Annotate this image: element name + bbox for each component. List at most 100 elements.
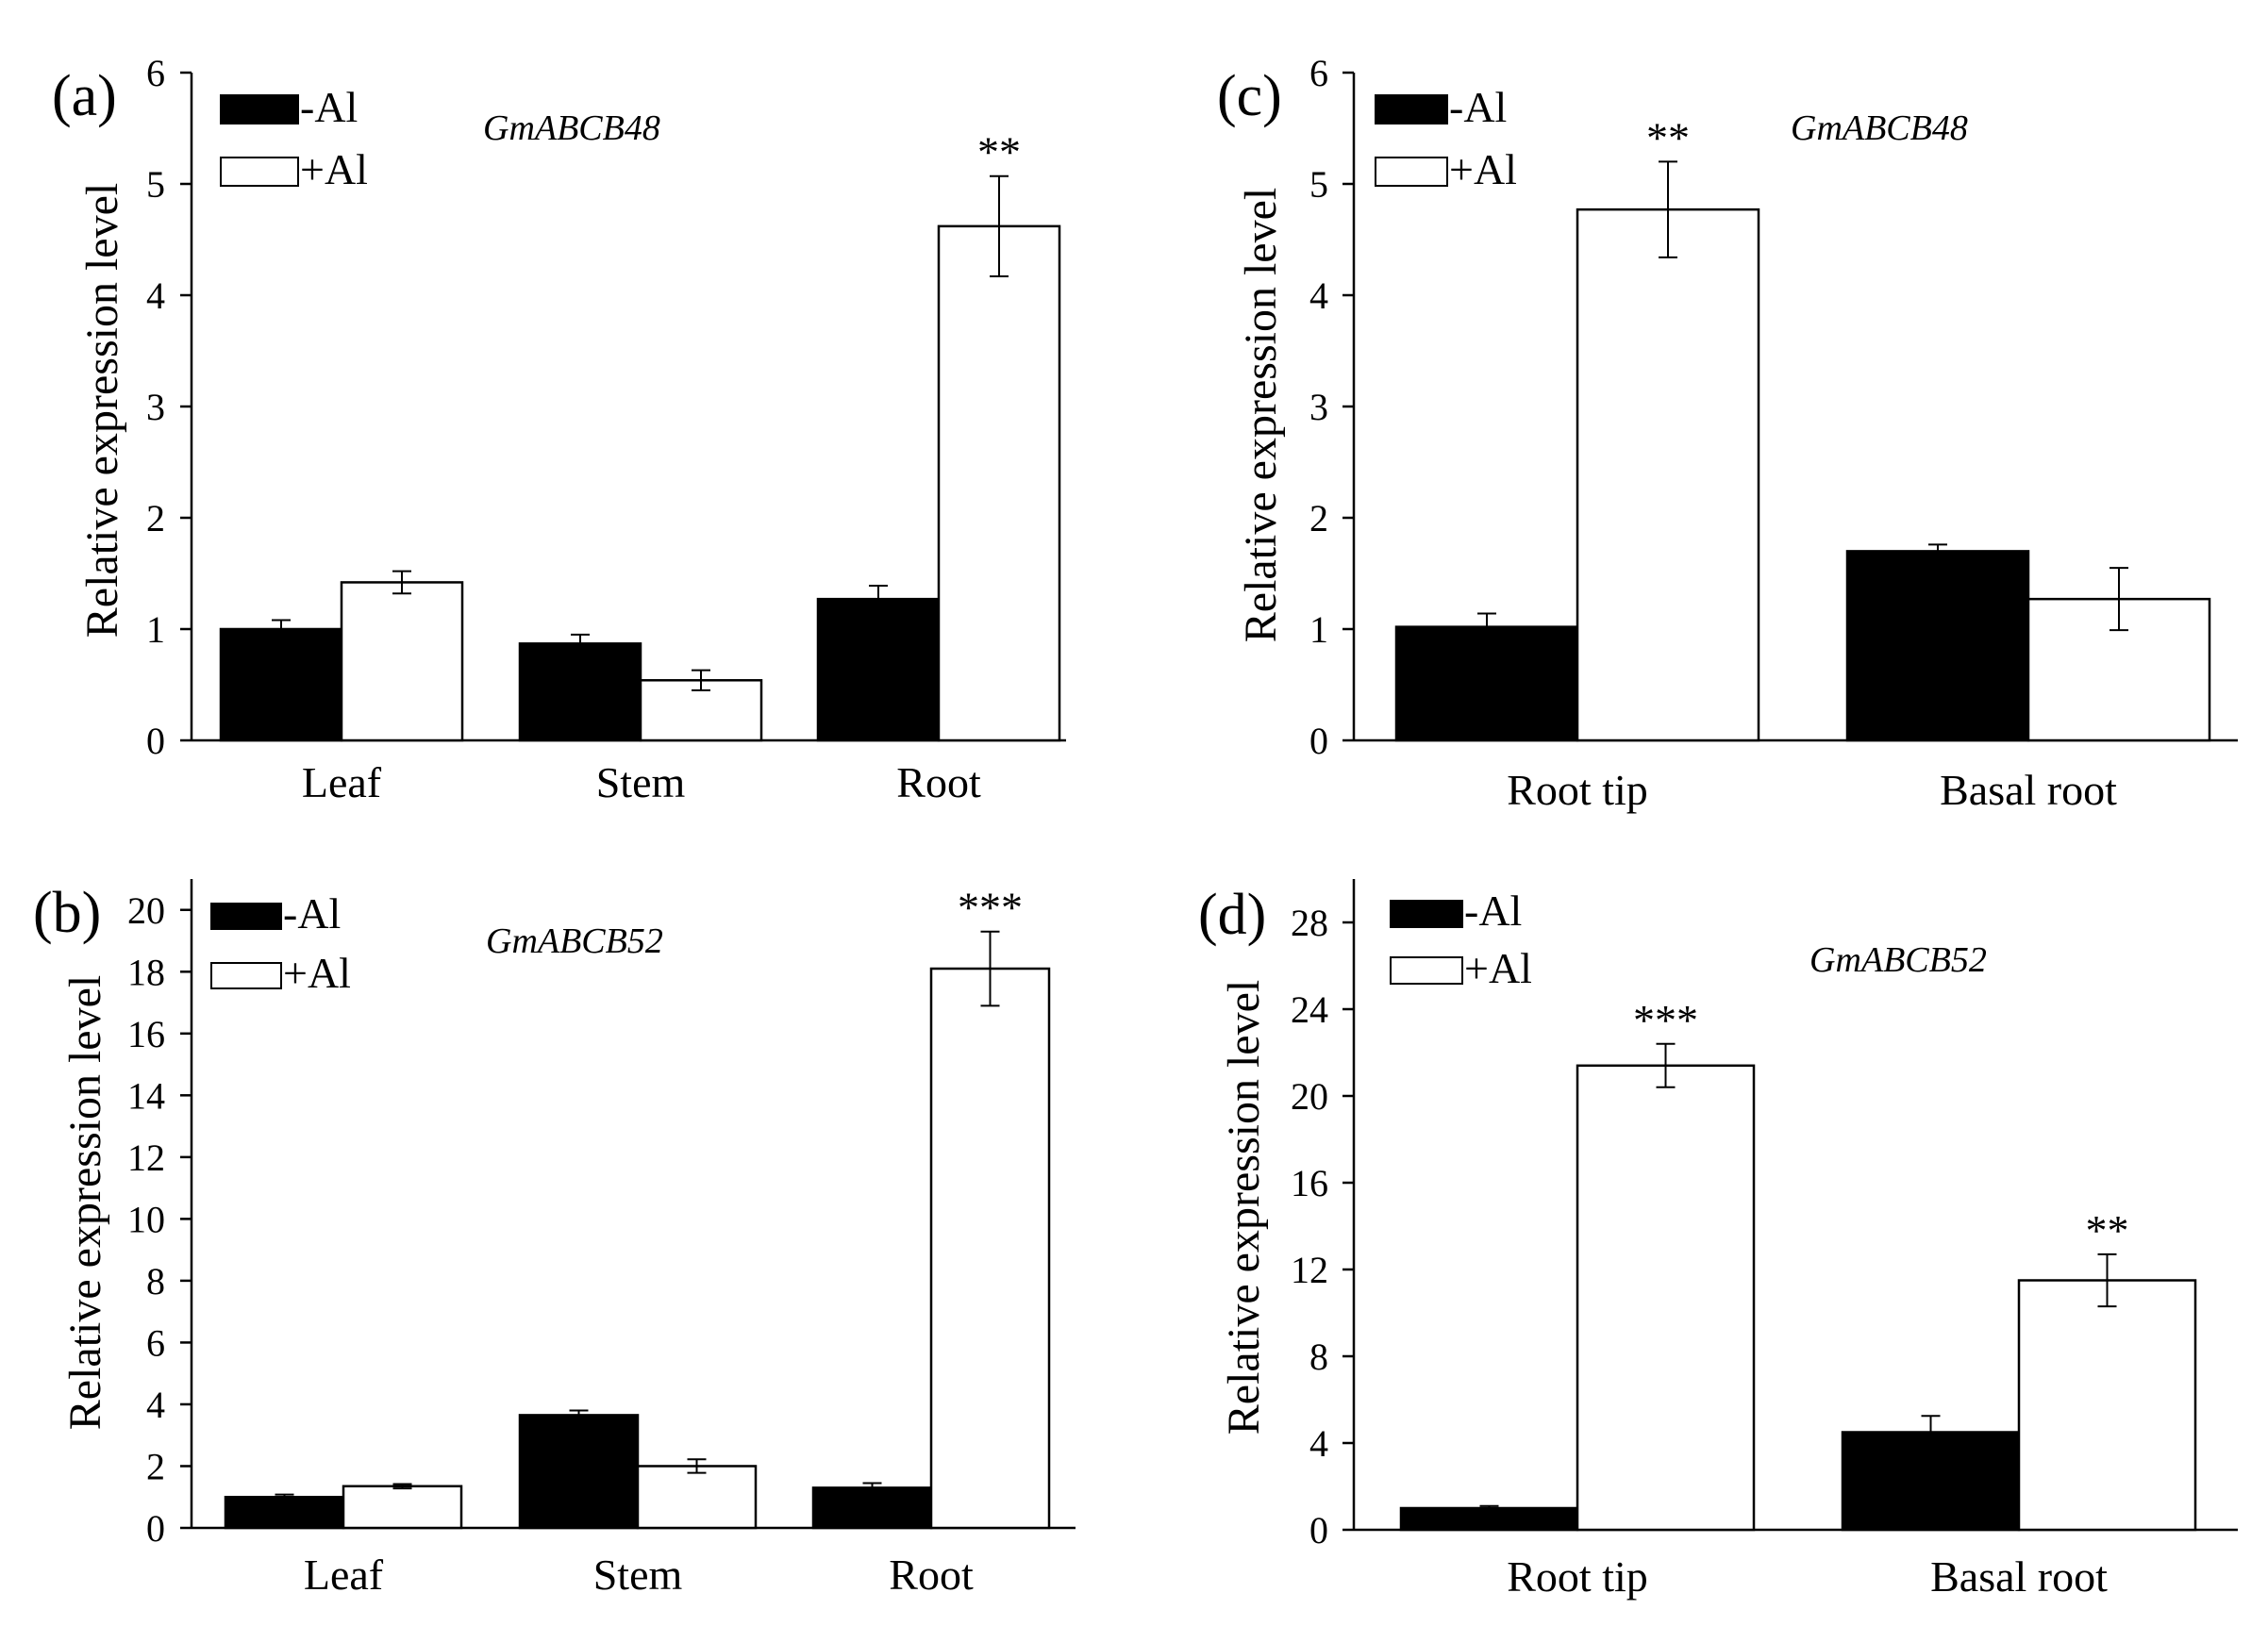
plot-area: 0 2 4 6 8 10 12 14 16 18 20 Leaf Stem *** Root [127, 879, 1076, 1599]
y-tick-label: 28 [1291, 902, 1328, 944]
bar-minus-al-stem [518, 1414, 640, 1530]
bar-plus-al-stem [636, 1465, 758, 1530]
y-tick-label: 4 [146, 1384, 165, 1426]
x-category-label: Basal root [1930, 1552, 2108, 1601]
bar-minus-al-basal-root [1845, 550, 2030, 742]
plot-area: 0 4 8 12 16 20 24 28 *** Root tip ** Basal root [1291, 879, 2238, 1601]
panel-letter: (c) [1217, 64, 1282, 128]
panel-letter: (d) [1198, 883, 1266, 947]
bar-minus-al-root [816, 597, 941, 742]
x-category-label: Root tip [1507, 1552, 1648, 1601]
legend-swatch-minus-al [220, 94, 299, 124]
legend: -Al +Al [1390, 887, 1532, 992]
bar-plus-al-basal-root [2017, 1279, 2197, 1532]
bar-plus-al-leaf [342, 1485, 463, 1530]
y-tick-label: 14 [127, 1074, 165, 1117]
x-category-label: Leaf [304, 1551, 384, 1599]
significance-marker: ** [1646, 113, 1690, 161]
bar-minus-al-stem [518, 642, 642, 742]
legend: -Al +Al [1375, 83, 1517, 193]
y-tick-label: 6 [146, 52, 165, 94]
significance-marker: *** [958, 884, 1023, 932]
y-tick-label: 20 [127, 889, 165, 932]
y-tick-label: 1 [1309, 608, 1328, 651]
y-tick-label: 12 [1291, 1249, 1328, 1291]
y-tick-label: 6 [146, 1321, 165, 1364]
x-category-label: Stem [596, 758, 686, 806]
panel-c-chart: (c) GmABCB48 Relative expression level -… [1217, 52, 2238, 814]
y-axis-title: Relative expression level [1219, 980, 1269, 1435]
y-tick-label: 0 [146, 1507, 165, 1550]
significance-marker: *** [1633, 996, 1698, 1044]
panel-b-chart: (b) GmABCB52 Relative expression level -… [33, 879, 1076, 1599]
gene-title: GmABCB48 [483, 108, 660, 148]
legend-label-minus-al: -Al [283, 889, 341, 937]
legend-swatch-plus-al [210, 962, 282, 989]
y-tick-label: 10 [127, 1198, 165, 1240]
legend-label-minus-al: -Al [300, 83, 358, 131]
gene-title: GmABCB48 [1791, 108, 1968, 148]
y-axis-title: Relative expression level [1236, 188, 1286, 643]
legend: -Al +Al [210, 889, 351, 997]
legend-swatch-minus-al [1390, 900, 1463, 928]
significance-marker: ** [977, 128, 1021, 176]
panel-a-chart: (a) GmABCB48 Relative expression level -… [52, 52, 1066, 806]
y-tick-label: 3 [146, 386, 165, 428]
y-tick-label: 3 [1309, 386, 1328, 428]
y-tick-label: 16 [1291, 1162, 1328, 1204]
gene-title: GmABCB52 [486, 921, 663, 961]
y-tick-label: 20 [1291, 1075, 1328, 1118]
x-category-label: Basal root [1940, 766, 2117, 814]
legend-label-plus-al: +Al [1464, 944, 1532, 992]
legend: -Al +Al [220, 83, 368, 193]
y-tick-label: 5 [146, 163, 165, 206]
y-axis-title: Relative expression level [60, 975, 110, 1431]
y-tick-label: 18 [127, 951, 165, 993]
gene-title: GmABCB52 [1809, 940, 1987, 980]
y-tick-label: 8 [146, 1260, 165, 1302]
panel-letter: (a) [52, 64, 117, 128]
panel-letter: (b) [33, 881, 101, 945]
bar-plus-al-root-tip [1576, 1064, 1756, 1532]
bar-minus-al-leaf [219, 627, 343, 742]
x-category-label: Root tip [1507, 766, 1648, 814]
y-tick-label: 12 [127, 1137, 165, 1179]
bar-minus-al-leaf [224, 1495, 345, 1530]
significance-marker: ** [2086, 1206, 2129, 1254]
x-category-label: Root [889, 1551, 974, 1599]
plot-area: 0 1 2 3 4 5 6 ** Root tip Basal root [1309, 52, 2238, 814]
y-tick-label: 6 [1309, 52, 1328, 94]
x-category-label: Leaf [302, 758, 382, 806]
y-tick-label: 5 [1309, 163, 1328, 206]
bar-plus-al-root [929, 967, 1051, 1530]
y-tick-label: 0 [146, 720, 165, 762]
legend-label-minus-al: -Al [1464, 887, 1522, 935]
legend-swatch-plus-al [1390, 956, 1463, 985]
legend-swatch-minus-al [1375, 94, 1448, 124]
x-category-label: Root [896, 758, 981, 806]
y-tick-label: 2 [146, 1445, 165, 1487]
y-tick-label: 16 [127, 1013, 165, 1055]
legend-swatch-plus-al [220, 157, 299, 187]
y-axis-title: Relative expression level [77, 183, 127, 639]
bar-minus-al-root-tip [1399, 1506, 1579, 1532]
legend-label-plus-al: +Al [283, 949, 351, 997]
bar-plus-al-leaf [340, 581, 464, 742]
y-tick-label: 1 [146, 608, 165, 651]
bar-minus-al-root-tip [1394, 625, 1579, 742]
y-tick-label: 2 [1309, 497, 1328, 539]
bar-minus-al-root [811, 1486, 933, 1530]
legend-label-plus-al: +Al [1449, 145, 1517, 193]
y-tick-label: 0 [1309, 1509, 1328, 1551]
x-category-label: Stem [593, 1551, 683, 1599]
y-tick-label: 24 [1291, 988, 1328, 1031]
legend-swatch-plus-al [1375, 157, 1448, 187]
y-tick-label: 4 [146, 274, 165, 317]
legend-swatch-minus-al [210, 903, 282, 930]
plot-area: 0 1 2 3 4 5 6 Leaf Stem ** Root [146, 52, 1066, 806]
y-tick-label: 4 [1309, 1422, 1328, 1465]
bar-plus-al-root [937, 224, 1061, 742]
y-tick-label: 2 [146, 497, 165, 539]
y-tick-label: 0 [1309, 720, 1328, 762]
